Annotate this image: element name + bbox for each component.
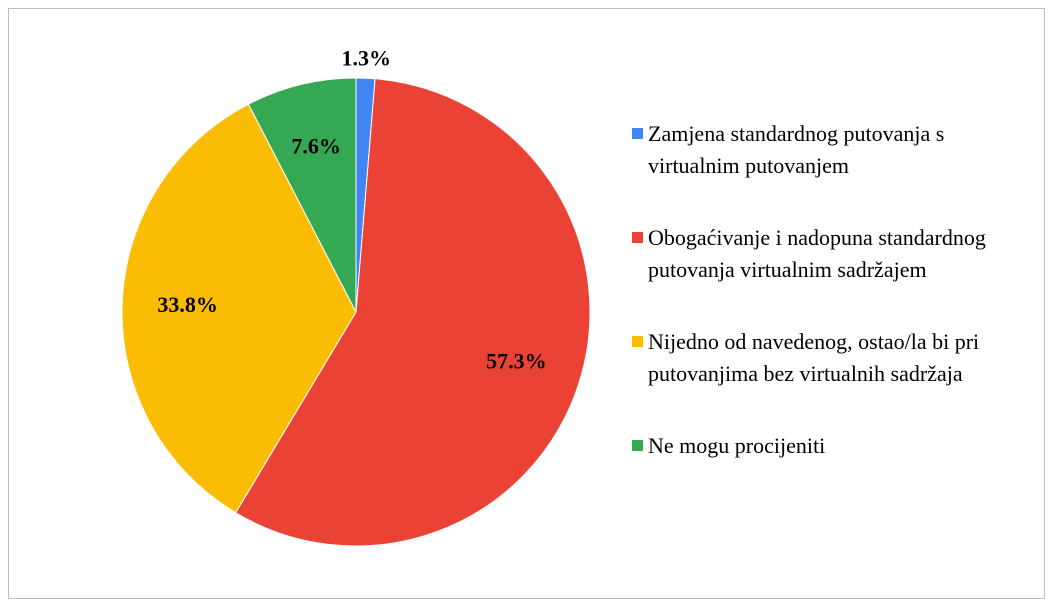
pie-slice — [234, 78, 591, 547]
data-label: 7.6% — [291, 133, 341, 158]
legend-item: Ne mogu procijeniti — [632, 430, 1012, 462]
legend-swatch — [632, 336, 643, 347]
pie-slice — [121, 103, 357, 514]
legend-swatch — [632, 232, 643, 243]
data-label: 33.8% — [157, 292, 218, 317]
legend-swatch — [632, 128, 643, 139]
legend-label: Obogaćivanje i nadopuna standardnog puto… — [648, 225, 986, 282]
legend-label: Ne mogu procijeniti — [648, 433, 826, 458]
pie-slice — [247, 77, 357, 313]
data-label: 57.3% — [486, 349, 547, 374]
legend-swatch — [632, 440, 643, 451]
data-label: 1.3% — [342, 45, 392, 70]
legend-item: Nijedno od navedenog, ostao/la bi pri pu… — [632, 326, 1012, 390]
legend-item: Zamjena standardnog putovanja s virtualn… — [632, 118, 1012, 182]
legend-label: Zamjena standardnog putovanja s virtualn… — [648, 121, 945, 178]
legend: Zamjena standardnog putovanja s virtualn… — [632, 118, 1012, 502]
legend-label: Nijedno od navedenog, ostao/la bi pri pu… — [648, 329, 980, 386]
legend-item: Obogaćivanje i nadopuna standardnog puto… — [632, 222, 1012, 286]
